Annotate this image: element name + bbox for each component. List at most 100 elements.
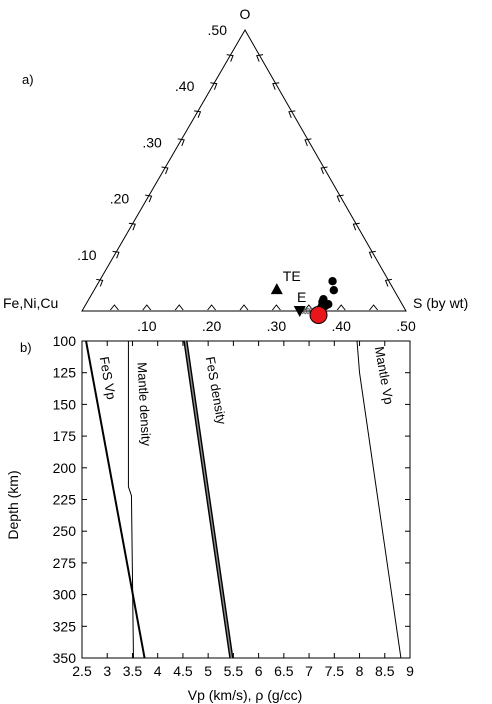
y-tick-label: 225 <box>53 492 77 508</box>
panel-label-a: a) <box>22 72 34 87</box>
y-axis-tick-labels: 100 125 150 175 200 225 250 275 300 325 350 <box>53 333 77 666</box>
x-tick-label: 3 <box>103 663 111 679</box>
y-tick-label: 100 <box>53 333 77 349</box>
y-tick-label: 300 <box>53 587 77 603</box>
cross-marker <box>304 307 312 315</box>
left-edge-tick <box>177 138 185 147</box>
right-edge-tick <box>272 82 280 90</box>
x-tick-label: 3.5 <box>123 663 143 679</box>
x-tick-label: 7.5 <box>325 663 345 679</box>
vertex-label-o: O <box>240 6 251 22</box>
right-edge-tick <box>352 222 360 231</box>
highlight-point <box>309 306 328 324</box>
top-axis-tick-label: .30 <box>142 134 162 150</box>
ternary-top-axis-labels: .50 .40 .30 .20 .10 <box>77 22 227 263</box>
ternary-annotations: TE E <box>270 268 306 317</box>
top-axis-tick-label: .20 <box>110 191 130 207</box>
ternary-top-axis-ticks <box>96 54 234 287</box>
x-tick-label: 6.5 <box>274 663 294 679</box>
sample-points <box>309 277 339 324</box>
right-edge-tick <box>256 54 264 62</box>
ternary-right-side-ticks <box>256 54 392 287</box>
y-tick-label: 200 <box>53 460 77 476</box>
left-edge-tick <box>145 194 153 203</box>
sample-point <box>329 286 339 295</box>
annotation-marker-triangle-down <box>293 306 306 317</box>
bottom-edge-tick <box>174 304 184 311</box>
y-tick-label: 150 <box>53 396 77 412</box>
curve-label-fes-vp: FeS Vp <box>97 355 119 400</box>
right-edge-tick <box>336 194 344 203</box>
left-edge-tick <box>128 222 136 231</box>
x-tick-label: 8.5 <box>375 663 395 679</box>
bottom-axis-tick-label: .30 <box>267 318 287 334</box>
sample-point <box>324 300 333 309</box>
curve-fes-density-core <box>184 340 233 659</box>
right-edge-tick <box>288 110 296 118</box>
curve-mantle-vp <box>356 340 402 659</box>
bottom-edge-tick <box>142 304 152 311</box>
left-edge-tick <box>210 82 218 90</box>
left-edge-tick <box>226 54 234 62</box>
vertex-label-fe-ni-cu: Fe,Ni,Cu <box>3 295 58 311</box>
bottom-edge-tick <box>207 304 216 311</box>
bottom-edge-tick <box>369 304 378 311</box>
profile-curves <box>85 340 402 659</box>
annotation-label: E <box>297 289 306 305</box>
y-tick-label: 175 <box>53 428 77 444</box>
profile-curve-labels: FeS Vp Mantle density FeS density Mantle Vp <box>97 345 397 447</box>
vertex-label-s-by-wt: S (by wt) <box>413 295 468 311</box>
right-edge-tick <box>368 250 376 259</box>
right-edge-tick <box>304 138 312 147</box>
left-edge-tick <box>96 278 104 287</box>
annotation-marker-triangle-up <box>270 283 283 295</box>
top-axis-tick-label: .50 <box>208 22 228 38</box>
right-edge-tick <box>384 278 392 287</box>
ternary-outline <box>81 28 407 312</box>
y-tick-label: 250 <box>53 523 77 539</box>
right-edge-tick <box>320 166 328 175</box>
ternary-bottom-axis-labels: .10 .20 .30 .40 .50 <box>137 318 416 334</box>
x-tick-label: 8 <box>356 663 364 679</box>
bottom-edge-tick <box>336 304 346 311</box>
bottom-edge-tick <box>272 304 281 311</box>
x-tick-label: 4 <box>154 663 162 679</box>
sample-point <box>328 277 337 286</box>
y-tick-label: 275 <box>53 555 77 571</box>
top-axis-tick-label: .40 <box>175 78 195 94</box>
bottom-axis-tick-label: .40 <box>331 318 351 334</box>
panel-label-b: b) <box>20 340 32 355</box>
annotation-label: TE <box>283 268 301 284</box>
x-tick-label: 5.5 <box>224 663 244 679</box>
ternary-bottom-axis-ticks <box>110 304 378 311</box>
curve-mantle-density <box>127 341 134 659</box>
y-axis-ticks <box>82 340 410 659</box>
x-tick-label: 6 <box>255 663 263 679</box>
x-axis-title: Vp (km/s), ρ (g/cc) <box>188 687 303 703</box>
bottom-edge-tick <box>239 304 249 311</box>
x-tick-label: 4.5 <box>173 663 193 679</box>
x-tick-label: 5 <box>204 663 212 679</box>
y-tick-label: 125 <box>53 365 77 381</box>
bottom-axis-tick-label: .10 <box>137 318 157 334</box>
bottom-edge-tick <box>110 304 119 311</box>
x-axis-ticks <box>81 341 411 658</box>
x-tick-label: 9 <box>406 663 414 679</box>
curve-fes-vp <box>85 340 146 659</box>
curve-label-mantle-density: Mantle density <box>135 362 154 447</box>
left-edge-tick <box>194 110 202 118</box>
cross-marker <box>301 307 309 315</box>
x-tick-label: 2.5 <box>72 663 92 679</box>
depth-profile-panel: b) 2.5 3 3.5 4 4.5 5 5.5 6 6.5 7 7.5 8 8.5 9 100 125 15… <box>5 333 414 703</box>
y-tick-label: 350 <box>53 650 77 666</box>
left-edge-tick <box>112 250 120 259</box>
curve-label-mantle-vp: Mantle Vp <box>372 345 397 405</box>
top-axis-tick-label: .10 <box>77 247 97 263</box>
y-tick-label: 325 <box>53 618 77 634</box>
x-axis-tick-labels: 2.5 3 3.5 4 4.5 5 5.5 6 6.5 7 7.5 8 8.5 9 <box>72 663 414 679</box>
bottom-axis-tick-label: .20 <box>202 318 222 334</box>
x-tick-label: 7 <box>305 663 313 679</box>
curve-label-fes-density: FeS density <box>203 355 230 426</box>
ternary-panel: a) .50 .40 .30 .20 .10 .10 .20 .30 .40 .50 O Fe,… <box>3 6 468 334</box>
